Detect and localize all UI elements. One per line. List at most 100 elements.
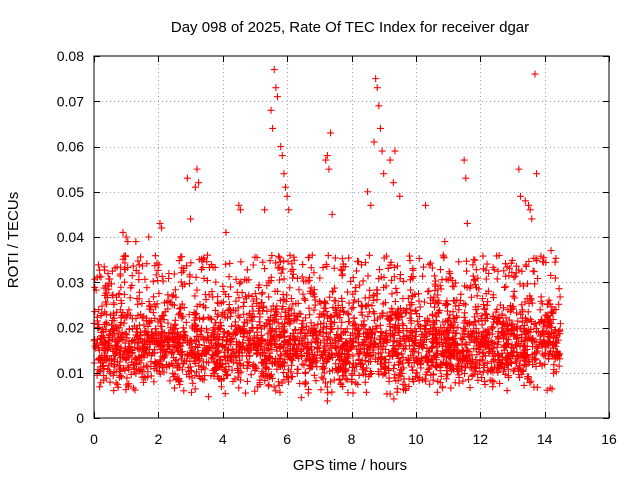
data-point <box>544 331 552 339</box>
data-point <box>302 314 310 322</box>
data-point <box>385 377 393 385</box>
data-point <box>343 376 351 384</box>
data-point <box>322 260 330 268</box>
data-point <box>504 306 512 314</box>
data-point <box>486 345 494 353</box>
data-point <box>389 179 397 187</box>
data-point <box>269 333 277 341</box>
data-point <box>204 313 212 321</box>
data-point <box>178 300 186 308</box>
data-point <box>109 291 117 299</box>
data-point <box>243 358 251 366</box>
data-point <box>394 377 402 385</box>
data-point <box>434 291 442 299</box>
data-point <box>532 355 540 363</box>
data-point <box>521 342 529 350</box>
data-point <box>289 332 297 340</box>
data-point <box>277 143 285 150</box>
data-point <box>400 277 408 285</box>
data-point <box>135 346 143 354</box>
data-point <box>464 376 472 384</box>
data-point <box>414 317 422 325</box>
data-point <box>488 377 496 385</box>
data-point <box>325 346 333 354</box>
data-point <box>138 366 146 374</box>
data-point <box>524 308 532 316</box>
data-point <box>545 296 553 304</box>
data-point <box>251 367 259 375</box>
data-point <box>209 355 217 363</box>
data-point <box>143 351 151 359</box>
data-point <box>128 272 136 280</box>
data-point <box>143 330 151 338</box>
data-point <box>180 387 188 395</box>
data-point <box>441 349 449 357</box>
data-point <box>96 266 104 274</box>
data-point <box>402 385 410 393</box>
data-point <box>520 282 528 290</box>
data-point <box>231 328 239 336</box>
data-point <box>334 301 342 309</box>
data-point <box>547 347 555 355</box>
data-points <box>90 66 564 405</box>
data-point <box>132 370 140 378</box>
data-point <box>305 349 313 357</box>
data-point <box>328 351 336 359</box>
data-point <box>248 317 256 325</box>
data-point <box>386 308 394 316</box>
data-point <box>348 378 356 386</box>
data-point <box>212 359 220 367</box>
data-point <box>466 384 474 392</box>
data-point <box>187 215 195 223</box>
data-point <box>529 267 537 275</box>
data-point <box>283 291 291 299</box>
data-point <box>435 308 443 316</box>
data-point <box>541 349 549 357</box>
data-point <box>276 258 284 266</box>
data-point <box>338 255 346 263</box>
data-point <box>327 129 335 137</box>
data-point <box>396 192 404 200</box>
data-point <box>291 336 299 344</box>
data-point <box>430 351 438 359</box>
y-tick-label: 0.07 <box>57 93 84 109</box>
data-point <box>286 353 294 361</box>
data-point <box>119 228 127 236</box>
data-point <box>555 362 563 370</box>
data-point <box>380 254 388 262</box>
data-point <box>489 294 497 302</box>
data-point <box>339 367 347 375</box>
data-point <box>502 283 510 291</box>
data-point <box>378 147 386 155</box>
data-point <box>451 297 459 305</box>
data-point <box>330 311 338 319</box>
data-point <box>191 385 199 393</box>
data-point <box>242 389 250 397</box>
data-point <box>249 261 257 269</box>
data-point <box>471 256 479 264</box>
data-point <box>227 283 235 291</box>
data-point <box>511 272 519 280</box>
data-point <box>399 353 407 361</box>
data-point <box>196 300 204 308</box>
data-point <box>317 339 325 347</box>
data-point <box>289 345 297 353</box>
data-point <box>213 313 221 321</box>
data-point <box>547 271 555 279</box>
data-point <box>272 325 280 333</box>
data-point <box>375 336 383 344</box>
data-point <box>267 372 274 380</box>
data-point <box>344 288 352 296</box>
data-point <box>182 357 190 365</box>
data-point <box>523 316 531 324</box>
data-point <box>321 349 329 357</box>
data-point <box>232 345 240 353</box>
data-point <box>307 319 315 327</box>
data-point <box>204 251 212 259</box>
data-point <box>110 314 118 322</box>
data-point <box>232 275 240 283</box>
data-point <box>281 326 289 334</box>
axis-ticks <box>94 56 610 419</box>
data-point <box>334 352 342 360</box>
data-point <box>466 338 474 346</box>
